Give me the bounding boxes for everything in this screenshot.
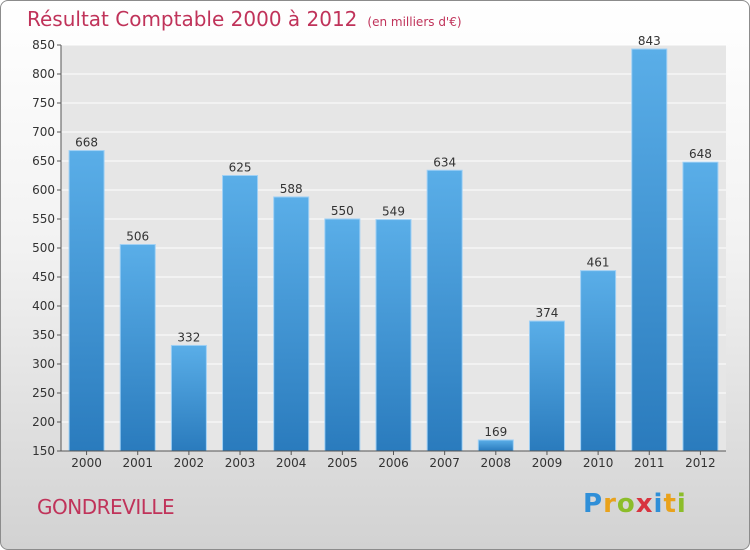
chart-subtitle: (en milliers d'€)	[367, 15, 462, 29]
y-tick-label: 150	[32, 444, 55, 458]
bar	[170, 344, 207, 452]
logo-letter: x	[635, 489, 654, 519]
commune-name: GONDREVILLE	[37, 495, 175, 519]
bar	[477, 439, 514, 452]
logo-letter: r	[603, 489, 617, 519]
logo-letter: o	[616, 489, 636, 519]
x-axis: 2000 2001 2002 2003 2004 2005 2006 2007 2008 2009…	[61, 450, 726, 470]
bar-value-label: 332	[177, 330, 200, 344]
y-tick-label: 700	[32, 125, 55, 139]
x-tick-label: 2007	[429, 456, 460, 470]
bar-value-label: 625	[229, 161, 252, 175]
bar-value-label: 506	[126, 230, 149, 244]
y-tick-label: 400	[32, 299, 55, 313]
y-tick-label: 300	[32, 357, 55, 371]
bar-value-label: 668	[75, 136, 98, 150]
x-tick-label: 2000	[71, 456, 102, 470]
bar	[119, 244, 156, 452]
bar-value-label: 550	[331, 204, 354, 218]
y-tick-label: 650	[32, 154, 55, 168]
proxiti-logo[interactable]: Proxiti	[583, 489, 687, 519]
y-tick-label: 800	[32, 67, 55, 81]
x-tick-label: 2012	[685, 456, 716, 470]
bar-value-label: 648	[689, 147, 712, 161]
bar	[222, 175, 259, 452]
logo-letter: P	[583, 489, 604, 519]
bar	[273, 196, 310, 452]
x-tick-label: 2004	[276, 456, 307, 470]
bar	[426, 169, 463, 452]
bar-value-label: 461	[587, 256, 610, 270]
chart-title-text: Résultat Comptable 2000 à 2012	[27, 7, 358, 31]
bar-value-label: 169	[484, 425, 507, 439]
bar-value-label: 843	[638, 34, 661, 48]
bar	[324, 218, 361, 452]
bar	[631, 48, 668, 452]
y-tick-label: 600	[32, 183, 55, 197]
x-tick-label: 2001	[122, 456, 153, 470]
chart-title: Résultat Comptable 2000 à 2012 (en millie…	[27, 7, 462, 31]
y-tick-label: 450	[32, 270, 55, 284]
x-tick-label: 2010	[583, 456, 614, 470]
y-tick-label: 250	[32, 386, 55, 400]
y-tick-label: 750	[32, 96, 55, 110]
bar-value-label: 374	[536, 306, 559, 320]
logo-letter: i	[653, 489, 664, 519]
bar	[375, 219, 412, 452]
x-tick-label: 2006	[378, 456, 409, 470]
logo-letter: t	[663, 489, 677, 519]
x-tick-label: 2008	[481, 456, 512, 470]
bar	[682, 161, 719, 452]
y-axis: 150 200 250 300 350 400 450 500 550 600 650 700 750 8…	[32, 38, 62, 458]
bar-value-label: 549	[382, 205, 405, 219]
bar-value-label: 634	[433, 155, 456, 169]
x-tick-label: 2002	[174, 456, 205, 470]
y-tick-label: 550	[32, 212, 55, 226]
y-tick-label: 500	[32, 241, 55, 255]
x-tick-label: 2011	[634, 456, 665, 470]
x-tick-label: 2005	[327, 456, 358, 470]
logo-letter: i	[676, 489, 687, 519]
y-tick-label: 200	[32, 415, 55, 429]
bar	[528, 320, 565, 452]
bar-value-label: 588	[280, 182, 303, 196]
y-tick-label: 350	[32, 328, 55, 342]
bars: 668 506 332 625 588 550 549 634 169 374 461 843 648	[68, 34, 719, 452]
x-tick-label: 2003	[225, 456, 256, 470]
y-tick-label: 850	[32, 38, 55, 52]
bar	[68, 150, 105, 452]
bar	[580, 270, 617, 452]
x-tick-label: 2009	[532, 456, 563, 470]
